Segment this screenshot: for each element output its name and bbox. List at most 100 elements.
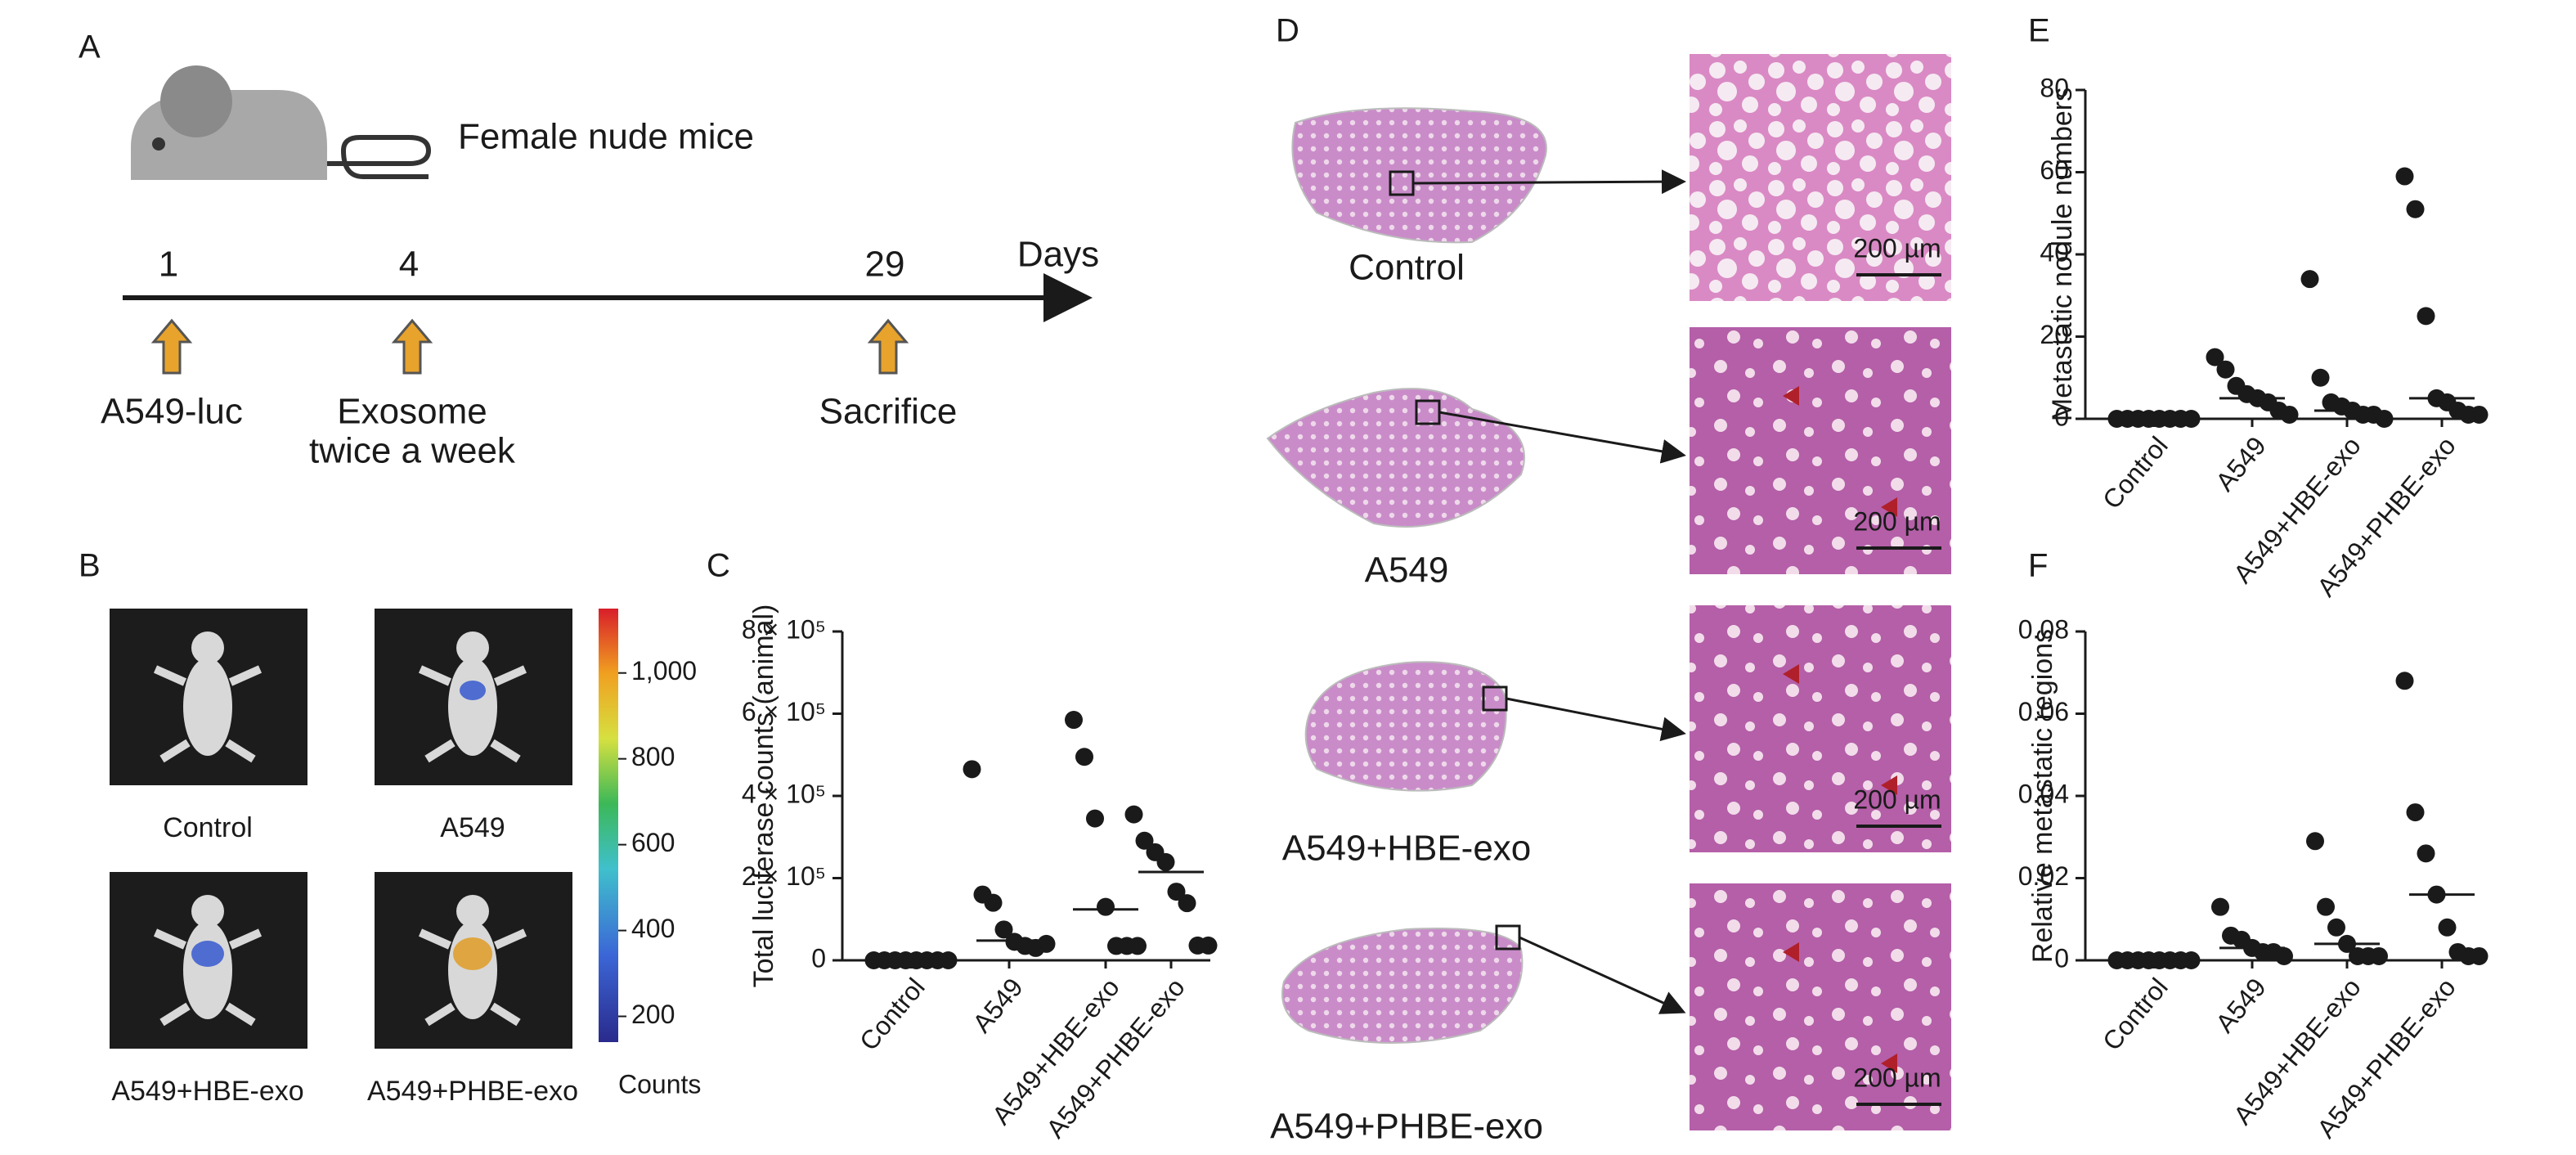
lung-section	[1266, 388, 1525, 528]
y-tick-label: 0	[811, 943, 826, 973]
data-point	[2182, 951, 2201, 969]
data-point	[939, 951, 958, 969]
data-point	[1037, 934, 1056, 953]
data-point	[1178, 894, 1196, 913]
event-arrow	[150, 318, 193, 375]
data-point	[1124, 805, 1143, 824]
y-axis-label: Total luciferase counts (animal)	[748, 604, 779, 988]
data-point	[1129, 937, 1147, 955]
data-point	[2417, 844, 2435, 863]
data-point	[1135, 831, 1154, 850]
y-tick-label: 6 × 10⁵	[742, 697, 826, 726]
data-point	[2375, 410, 2394, 428]
data-point	[2438, 918, 2457, 937]
mouse-title: Female nude mice	[458, 117, 754, 157]
scale-label: 200 µm	[1853, 506, 1941, 536]
y-tick-label: 0.04	[2018, 779, 2069, 808]
data-point	[2206, 348, 2224, 366]
group-label: A549	[440, 812, 505, 843]
day-label: 4	[399, 245, 419, 285]
scale-label: 200 µm	[1853, 1063, 1941, 1092]
data-point	[2406, 200, 2425, 218]
mouse-legs	[153, 928, 263, 1027]
data-point	[2417, 307, 2435, 326]
colorbar-tick-label: 200	[631, 1000, 675, 1029]
data-point	[2370, 946, 2388, 965]
data-point	[2211, 897, 2229, 916]
y-tick-label: 60	[2040, 155, 2069, 185]
zoom-arrow	[1519, 936, 1686, 1014]
y-tick-label: 0.08	[2018, 614, 2069, 644]
x-tick-label: A549	[2210, 973, 2272, 1038]
y-tick-label: 2 × 10⁵	[742, 861, 826, 891]
y-tick-label: 8 × 10⁵	[742, 614, 826, 644]
x-tick-label: Control	[2097, 431, 2174, 515]
scale-label: 200 µm	[1853, 233, 1941, 263]
mouse-head	[191, 631, 224, 664]
colorbar-tick-label: 1,000	[631, 656, 697, 685]
group-label: A549+PHBE-exo	[1270, 1107, 1543, 1147]
data-point	[2317, 897, 2335, 916]
event-arrow	[867, 318, 909, 375]
data-point	[994, 920, 1013, 939]
zoom-arrow	[1506, 697, 1686, 742]
panel-label: D	[1276, 13, 1299, 49]
data-point	[1086, 809, 1104, 828]
micrograph	[1690, 54, 1951, 301]
panel-label: B	[79, 548, 101, 584]
group-label: A549	[1365, 551, 1449, 591]
data-point	[2395, 672, 2414, 690]
zoom-arrow	[1438, 411, 1686, 464]
mouse-head	[456, 895, 489, 928]
panel-label: A	[79, 29, 101, 65]
event-label: twice a week	[309, 431, 516, 471]
mouse-legs	[418, 928, 527, 1027]
mouse-icon	[131, 65, 432, 180]
mouse-body	[183, 658, 232, 756]
y-axis-label: Metastatic nodule numbers	[2047, 88, 2078, 421]
y-tick-label: 40	[2040, 237, 2069, 267]
colorbar-tick-label: 800	[631, 742, 675, 771]
data-point	[2470, 946, 2488, 965]
day-label: 29	[865, 245, 905, 285]
lesion-arrow	[1783, 664, 1897, 795]
timeline-unit: Days	[1017, 235, 1099, 275]
lung-section	[1291, 107, 1547, 244]
data-point	[2327, 918, 2345, 937]
data-point	[2395, 167, 2414, 186]
x-tick-label: Control	[854, 973, 931, 1056]
data-point	[2280, 405, 2299, 424]
signal	[460, 681, 486, 700]
micrograph	[1690, 883, 1951, 1130]
event-label: Exosome	[337, 392, 487, 432]
data-point	[1199, 936, 1218, 955]
data-point	[984, 893, 1003, 912]
y-tick-label: 0.06	[2018, 697, 2069, 726]
panel-label: F	[2028, 548, 2048, 584]
group-label: Control	[1349, 248, 1465, 288]
colorbar-tick-label: 600	[631, 828, 675, 857]
event-label: Sacrifice	[819, 392, 958, 432]
group-label: A549+HBE-exo	[1282, 829, 1532, 869]
data-point	[2406, 803, 2425, 822]
data-point	[1075, 748, 1093, 766]
micrograph	[1690, 327, 1951, 574]
data-point	[1167, 883, 1186, 901]
lesion-arrow	[1783, 386, 1897, 517]
group-label: Control	[163, 812, 253, 843]
event-arrow	[391, 318, 433, 375]
panel-label: E	[2028, 13, 2050, 49]
micrograph	[1690, 605, 1951, 852]
zoom-arrow	[1412, 169, 1686, 195]
signal	[191, 941, 224, 967]
colorbar	[599, 609, 618, 1042]
x-tick-label: A549	[967, 973, 1029, 1038]
mouse-legs	[418, 665, 527, 763]
y-tick-label: 0.02	[2018, 861, 2069, 891]
scale-label: 200 µm	[1853, 784, 1941, 814]
y-tick-label: 0	[2054, 402, 2069, 431]
mouse-head	[456, 631, 489, 664]
mouse-head	[191, 895, 224, 928]
